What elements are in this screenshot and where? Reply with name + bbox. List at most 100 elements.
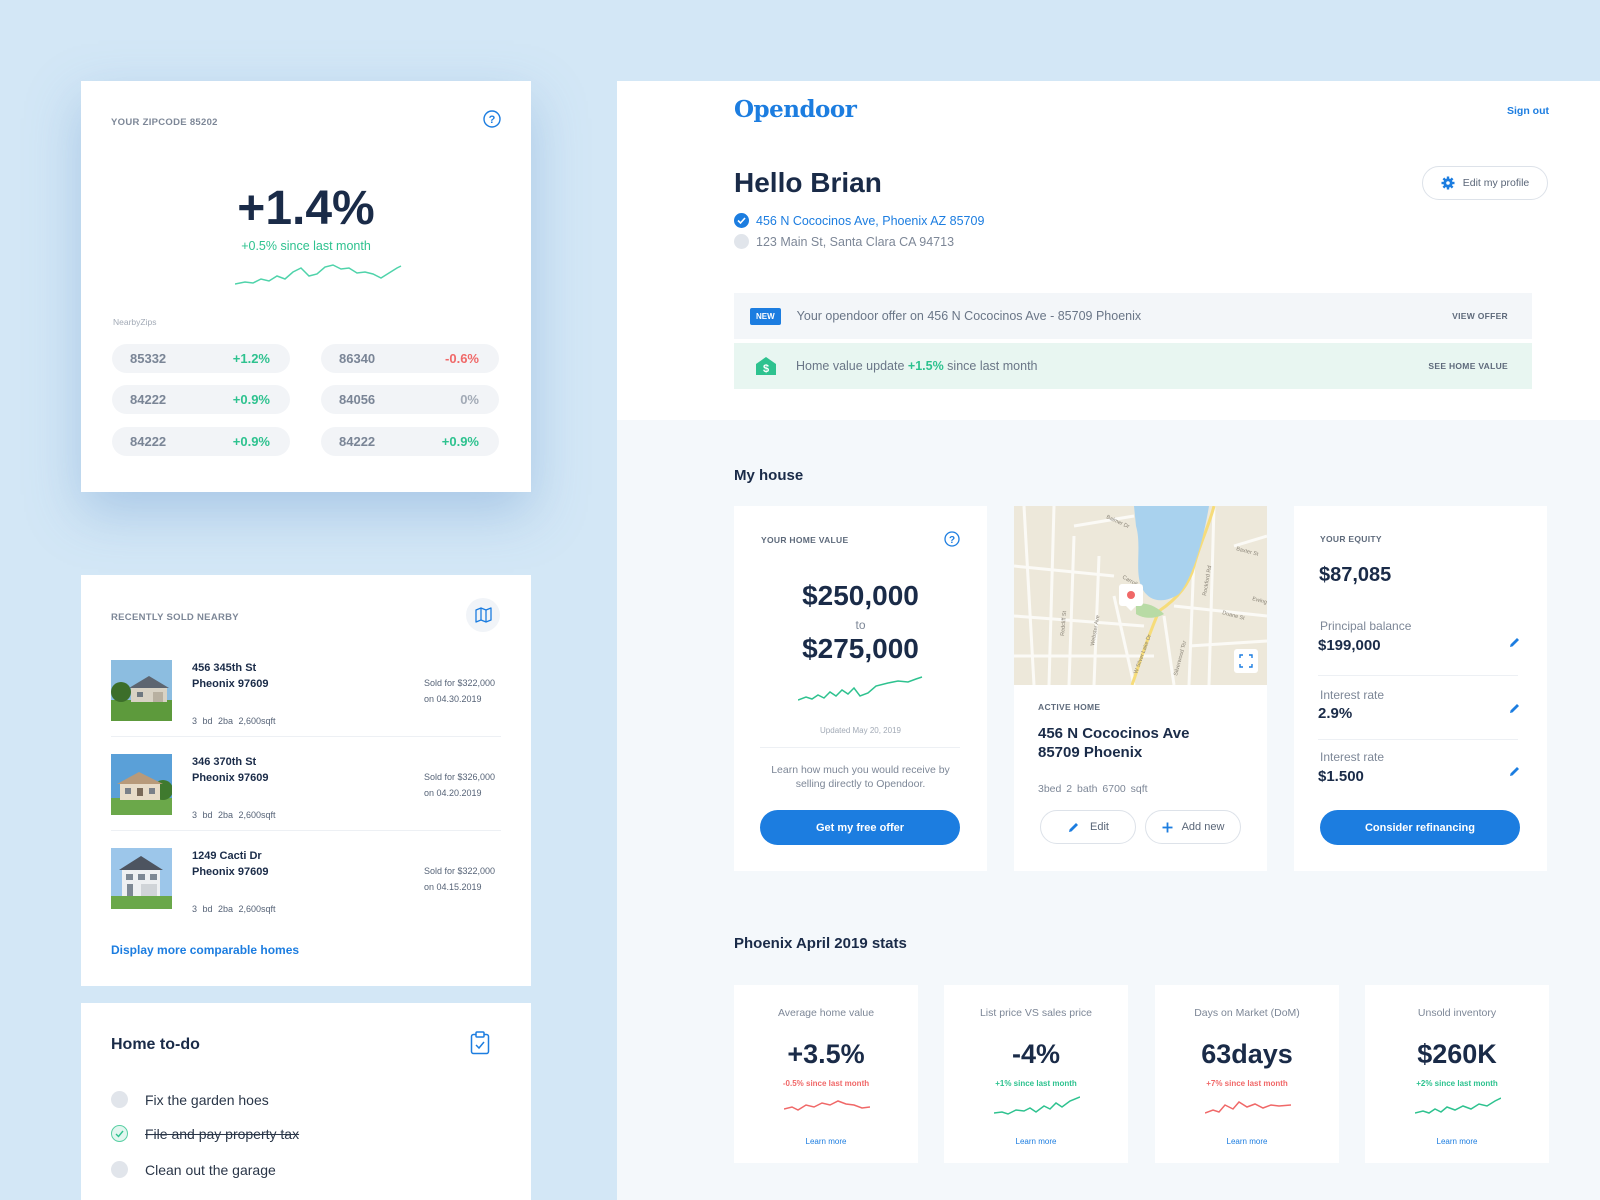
learn-more-link[interactable]: Learn more bbox=[1226, 1137, 1268, 1146]
nearby-zip[interactable]: 84056 0% bbox=[321, 385, 499, 414]
zip-code: 86340 bbox=[339, 351, 376, 366]
check-circle-icon bbox=[734, 213, 749, 228]
sold-home-item[interactable]: 456 345th St Pheonix 97609 3 bd 2ba 2,600… bbox=[111, 660, 501, 742]
svg-text:?: ? bbox=[489, 114, 496, 126]
stat-value: 63days bbox=[1201, 1039, 1293, 1069]
address-option-selected[interactable]: 456 N Cococinos Ave, Phoenix AZ 85709 bbox=[734, 213, 984, 228]
address-text: 123 Main St, Santa Clara CA 94713 bbox=[756, 234, 955, 249]
edit-label: Edit bbox=[1090, 821, 1109, 833]
interest-rate-label: Interest rate bbox=[1320, 688, 1385, 702]
pencil-icon bbox=[1069, 822, 1079, 832]
nearby-zip[interactable]: 86340 -0.6% bbox=[321, 344, 499, 373]
map-street-label: Redcliff St bbox=[1060, 610, 1068, 636]
house-photo bbox=[111, 754, 172, 815]
todo-item[interactable]: Clean out the garage bbox=[111, 1161, 276, 1178]
home-value-high: $275,000 bbox=[802, 633, 919, 664]
radio-unselected bbox=[734, 234, 749, 249]
sold-address: 456 345th St Pheonix 97609 bbox=[192, 662, 269, 690]
sold-home-item[interactable]: 346 370th St Pheonix 97609 3 bd 2ba 2,600… bbox=[111, 754, 501, 836]
home-value-notice[interactable]: $ Home value update +1.5% since last mon… bbox=[734, 343, 1532, 389]
pencil-icon[interactable] bbox=[1508, 702, 1521, 720]
svg-text:?: ? bbox=[949, 535, 955, 546]
home-value-updated: Updated May 20, 2019 bbox=[820, 726, 901, 735]
stat-card-list-vs-sales: List price VS sales price -4% +1% since … bbox=[944, 985, 1128, 1163]
display-more-link[interactable]: Display more comparable homes bbox=[111, 943, 300, 957]
get-free-offer-button[interactable]: Get my free offer bbox=[760, 810, 960, 845]
stat-value: -4% bbox=[1011, 1039, 1060, 1069]
interest-rate-value: 2.9% bbox=[1318, 705, 1353, 722]
stat-label: Average home value bbox=[777, 1007, 875, 1019]
zip-code: 84222 bbox=[339, 434, 376, 449]
zip-change: +0.9% bbox=[441, 434, 479, 449]
zip-change: +0.9% bbox=[232, 392, 270, 407]
home-value-description: Learn how much you would receive by sell… bbox=[771, 764, 950, 790]
opendoor-logo[interactable]: Opendoor bbox=[734, 96, 857, 123]
map-icon[interactable] bbox=[466, 598, 500, 632]
zipcode-since: +0.5% since last month bbox=[241, 239, 371, 253]
plus-icon bbox=[1162, 822, 1173, 832]
check-icon bbox=[115, 1130, 124, 1138]
todo-checkbox-checked[interactable] bbox=[111, 1125, 128, 1142]
home-value-panel: YOUR HOME VALUE ? $250,000 to $275,000 U… bbox=[734, 506, 987, 871]
edit-home-button[interactable]: Edit bbox=[1040, 810, 1136, 844]
zip-code: 84056 bbox=[339, 392, 376, 407]
add-new-home-button[interactable]: Add new bbox=[1145, 810, 1241, 844]
map-street-label: Duane St bbox=[1221, 610, 1245, 622]
sold-home-item[interactable]: 1249 Cacti Dr Pheonix 97609 3 bd 2ba 2,60… bbox=[111, 848, 501, 930]
help-icon[interactable]: ? bbox=[483, 110, 501, 128]
sold-price: Sold for $326,000 on 04.20.2019 bbox=[424, 772, 496, 798]
todo-item[interactable]: Fix the garden hoes bbox=[111, 1091, 269, 1108]
stat-label: List price VS sales price bbox=[979, 1007, 1093, 1019]
zipcode-card: YOUR ZIPCODE 85202 ? +1.4% +0.5% since l… bbox=[81, 81, 531, 492]
stat-label: Unsold inventory bbox=[1417, 1007, 1497, 1019]
nearby-zip[interactable]: 84222 +0.9% bbox=[321, 427, 499, 456]
offer-notice[interactable]: NEW Your opendoor offer on 456 N Cococin… bbox=[734, 293, 1532, 339]
add-new-label: Add new bbox=[1181, 821, 1225, 833]
see-home-value-link[interactable]: SEE HOME VALUE bbox=[1428, 361, 1508, 371]
nearby-zip[interactable]: 84222 +0.9% bbox=[112, 385, 290, 414]
principal-balance-label: Principal balance bbox=[1320, 619, 1412, 633]
learn-more-link[interactable]: Learn more bbox=[1436, 1137, 1478, 1146]
todo-checkbox[interactable] bbox=[111, 1091, 128, 1108]
pencil-icon[interactable] bbox=[1508, 765, 1521, 783]
principal-balance-value: $199,000 bbox=[1318, 637, 1381, 654]
active-home-label: ACTIVE HOME bbox=[1038, 702, 1101, 712]
stat-value: $260K bbox=[1417, 1039, 1497, 1069]
sold-address: 1249 Cacti Dr Pheonix 97609 bbox=[192, 850, 269, 878]
zip-change: +1.2% bbox=[232, 351, 270, 366]
edit-profile-button[interactable]: Edit my profile bbox=[1422, 166, 1548, 200]
nearby-zip[interactable]: 84222 +0.9% bbox=[112, 427, 290, 456]
home-map[interactable]: Balmer Dr Baxter St Duane St Rockford Rd… bbox=[1014, 506, 1267, 685]
learn-more-link[interactable]: Learn more bbox=[1015, 1137, 1057, 1146]
stat-sparkline bbox=[784, 1100, 870, 1111]
sign-out-link[interactable]: Sign out bbox=[1507, 105, 1549, 117]
stat-card-average-home-value: Average home value +3.5% -0.5% since las… bbox=[734, 985, 918, 1163]
zip-code: 85332 bbox=[130, 351, 167, 366]
stat-change: +2% since last month bbox=[1416, 1079, 1498, 1088]
recently-sold-card: RECENTLY SOLD NEARBY 456 345th St Pheonix… bbox=[81, 575, 531, 986]
pencil-icon[interactable] bbox=[1508, 636, 1521, 654]
todo-title: Home to-do bbox=[111, 1036, 200, 1053]
clipboard-check-icon bbox=[470, 1031, 490, 1060]
zipcode-label: YOUR ZIPCODE 85202 bbox=[111, 117, 218, 128]
todo-checkbox[interactable] bbox=[111, 1161, 128, 1178]
sold-price: Sold for $322,000 on 04.15.2019 bbox=[424, 866, 496, 892]
zip-change: +0.9% bbox=[232, 434, 270, 449]
greeting: Hello Brian bbox=[734, 167, 882, 198]
learn-more-link[interactable]: Learn more bbox=[805, 1137, 847, 1146]
offer-text: Your opendoor offer on 456 N Cococinos A… bbox=[796, 309, 1142, 323]
view-offer-link[interactable]: VIEW OFFER bbox=[1452, 311, 1508, 321]
stat-card-days-on-market: Days on Market (DoM) 63days +7% since la… bbox=[1155, 985, 1339, 1163]
nearby-label: NearbyZips bbox=[113, 317, 157, 327]
nearby-zip[interactable]: 85332 +1.2% bbox=[112, 344, 290, 373]
divider bbox=[1318, 739, 1518, 740]
home-value-low: $250,000 bbox=[802, 580, 919, 611]
stats-title: Phoenix April 2019 stats bbox=[734, 935, 907, 952]
help-icon[interactable]: ? bbox=[944, 531, 960, 552]
consider-refinancing-button[interactable]: Consider refinancing bbox=[1320, 810, 1520, 845]
todo-item[interactable]: File and pay property tax bbox=[111, 1125, 299, 1142]
house-photo bbox=[111, 848, 172, 909]
sold-meta: 3 bd 2ba 2,600sqft bbox=[192, 810, 276, 820]
address-option[interactable]: 123 Main St, Santa Clara CA 94713 bbox=[734, 234, 954, 249]
map-street-label: Webster Ave bbox=[1090, 615, 1101, 647]
